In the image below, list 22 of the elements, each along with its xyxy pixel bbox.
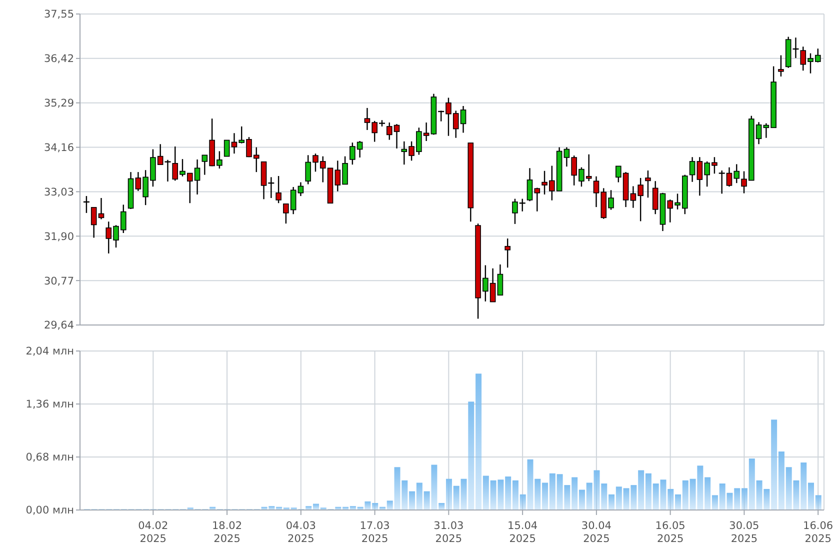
y-tick-label: 0,68 млн [26, 452, 74, 464]
y-tick-label: 29,64 [44, 320, 74, 332]
x-tick-label: 16.05 2025 [655, 520, 686, 545]
y-tick-label: 37,55 [44, 8, 74, 21]
y-tick-label: 30,77 [44, 275, 74, 288]
x-tick-label: 31.03 2025 [434, 520, 464, 545]
y-tick-label: 2,04 млн [26, 346, 74, 358]
y-tick-label: 0,00 млн [26, 504, 74, 517]
x-tick-label: 04.02 2025 [138, 520, 168, 545]
y-tick-label: 31,90 [44, 230, 74, 243]
x-tick-label: 16.06 2025 [803, 520, 834, 545]
x-tick-label: 04.03 2025 [286, 520, 316, 545]
x-tick-label: 15.04 2025 [508, 520, 538, 545]
x-tick-label: 30.04 2025 [581, 520, 612, 545]
y-tick-label: 34,16 [44, 142, 74, 154]
y-tick-label: 35,29 [44, 98, 74, 110]
x-tick-label: 18.02 2025 [212, 520, 242, 545]
y-tick-label: 36,42 [44, 53, 74, 66]
y-tick-label: 1,36 млн [26, 398, 74, 411]
x-tick-label: 17.03 2025 [360, 520, 390, 545]
x-tick-label: 30.05 2025 [729, 520, 760, 545]
y-tick-label: 33,03 [44, 186, 74, 198]
